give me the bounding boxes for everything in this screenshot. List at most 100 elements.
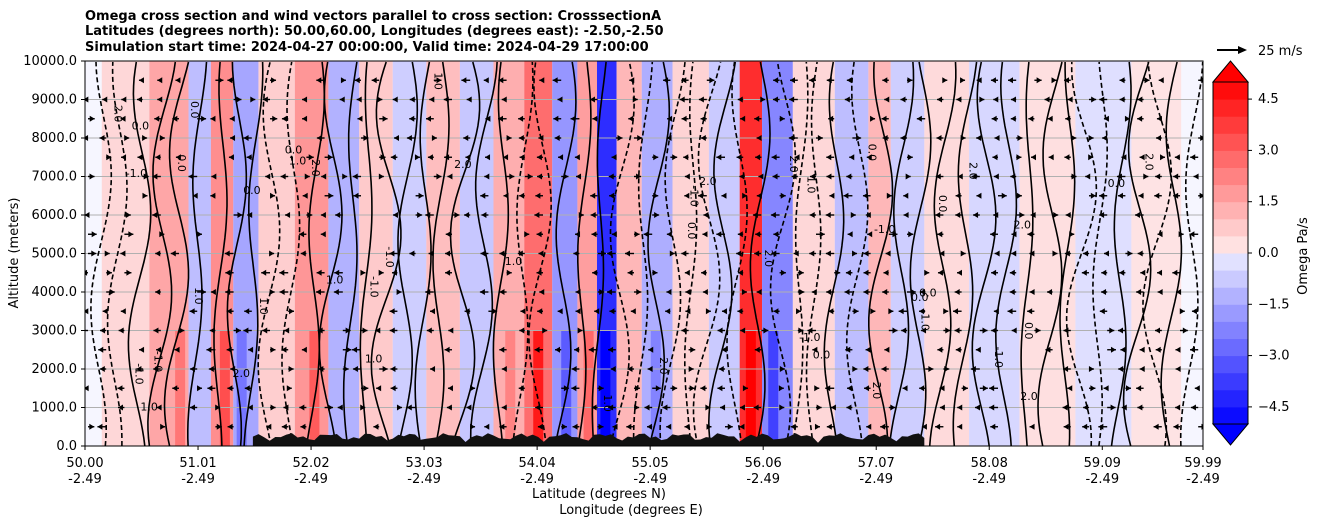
wind-vector-head — [498, 77, 504, 84]
wind-vector-head — [518, 135, 524, 141]
contour-label: 0.0 — [243, 184, 261, 197]
wind-vector-head — [201, 115, 207, 122]
contour-label: 1.0 — [192, 287, 205, 305]
colorbar-segment — [1213, 321, 1248, 339]
wind-vector-head — [429, 96, 435, 103]
wind-vector-head — [328, 192, 334, 199]
wind-vector-head — [538, 250, 544, 257]
wind-vector-head — [189, 404, 195, 411]
wind-vector-head — [534, 346, 540, 353]
wind-vector-head — [688, 366, 694, 372]
wind-vector-head — [898, 308, 904, 315]
wind-vector-head — [718, 366, 724, 372]
wind-vector-head — [681, 327, 687, 334]
colorbar-segment — [1213, 372, 1248, 391]
colorbar-segment — [1213, 82, 1248, 100]
wind-vector-head — [935, 212, 941, 218]
wind-vector-head — [1110, 404, 1116, 411]
wind-vector-head — [393, 135, 399, 141]
wind-vector-head — [1136, 385, 1142, 392]
wind-vector-head — [825, 385, 831, 392]
wind-vector-head — [230, 135, 236, 141]
wind-vector-head — [570, 115, 576, 122]
wind-vector-head — [816, 404, 822, 411]
wind-vector-head — [763, 327, 769, 334]
contour-label: 1.0 — [289, 155, 307, 168]
wind-vector-head — [320, 212, 326, 218]
wind-vector-head — [960, 250, 966, 257]
wind-vector-head — [353, 192, 359, 199]
colorbar-segment — [1213, 150, 1248, 168]
wind-vector-head — [739, 404, 745, 411]
contour-label: 2.0 — [967, 162, 980, 180]
wind-vector-head — [464, 212, 470, 218]
terrain — [252, 433, 925, 446]
wind-vector-head — [1201, 423, 1203, 430]
wind-vector-head — [339, 96, 345, 103]
wind-vector-head — [809, 173, 815, 180]
wind-vector-head — [537, 173, 543, 180]
wind-vector-head — [1137, 115, 1143, 122]
wind-vector-head — [826, 154, 832, 161]
wind-vector-head — [1067, 96, 1073, 103]
wind-vector-head — [281, 423, 287, 430]
wind-vector-head — [484, 423, 490, 430]
wind-vector-head — [1124, 115, 1130, 122]
y-tick-label: 4000.0 — [32, 285, 78, 300]
contour-label: 0.0 — [1022, 322, 1035, 340]
wind-vector-head — [828, 115, 834, 122]
wind-vector-head — [501, 404, 507, 411]
wind-vector-head — [843, 192, 849, 199]
contour-label: 2.0 — [762, 250, 775, 268]
wind-vector-head — [1190, 154, 1196, 161]
wind-vector-head — [139, 346, 145, 353]
wind-vector-head — [537, 308, 543, 315]
wind-vector-head — [807, 327, 813, 334]
wind-vector-head — [937, 96, 943, 103]
contour-line — [888, 61, 915, 446]
wind-vector-head — [175, 77, 181, 84]
wind-vector-head — [865, 212, 871, 218]
wind-vector-head — [667, 115, 673, 122]
wind-vector-head — [85, 212, 90, 218]
wind-vector-head — [537, 423, 543, 430]
contour-line — [90, 61, 113, 446]
wind-vector-head — [1099, 192, 1105, 199]
wind-vector-head — [681, 77, 687, 84]
wind-vector-head — [702, 289, 708, 295]
wind-vector-head — [501, 366, 507, 372]
wind-vector-head — [607, 250, 613, 257]
x-tick-label-lon: -2.49 — [407, 472, 441, 487]
y-tick-label: 3000.0 — [32, 324, 78, 339]
wind-vector-head — [1158, 77, 1164, 84]
wind-vector-head — [737, 308, 743, 315]
wind-vector-head — [856, 135, 862, 141]
wind-vector-head — [390, 154, 396, 161]
wind-vector-head — [1063, 327, 1069, 334]
wind-vector-head — [1119, 77, 1125, 84]
wind-vector-head — [814, 423, 820, 430]
wind-vector-head — [519, 192, 525, 199]
wind-vector-head — [142, 135, 148, 141]
wind-vector-head — [153, 327, 159, 334]
wind-vector-head — [819, 231, 825, 238]
wind-vector-head — [354, 77, 360, 84]
wind-vector-head — [98, 346, 104, 353]
wind-vector-head — [518, 115, 524, 122]
wind-vector-head — [316, 269, 322, 276]
wind-vector-head — [1127, 250, 1133, 257]
wind-vector-head — [825, 212, 831, 218]
wind-vector-head — [716, 231, 722, 238]
wind-vector-head — [536, 231, 542, 238]
wind-vector-head — [666, 231, 672, 238]
wind-vector-head — [431, 135, 437, 141]
wind-vector-head — [156, 346, 162, 353]
wind-vector-head — [955, 346, 961, 353]
wind-vector-head — [1121, 404, 1127, 411]
wind-vector-head — [1137, 250, 1143, 257]
wind-vector-head — [270, 404, 276, 411]
wind-vector-head — [418, 192, 424, 199]
wind-vector-head — [634, 404, 640, 411]
wind-vector-head — [812, 346, 818, 353]
wind-vector-head — [106, 269, 112, 276]
